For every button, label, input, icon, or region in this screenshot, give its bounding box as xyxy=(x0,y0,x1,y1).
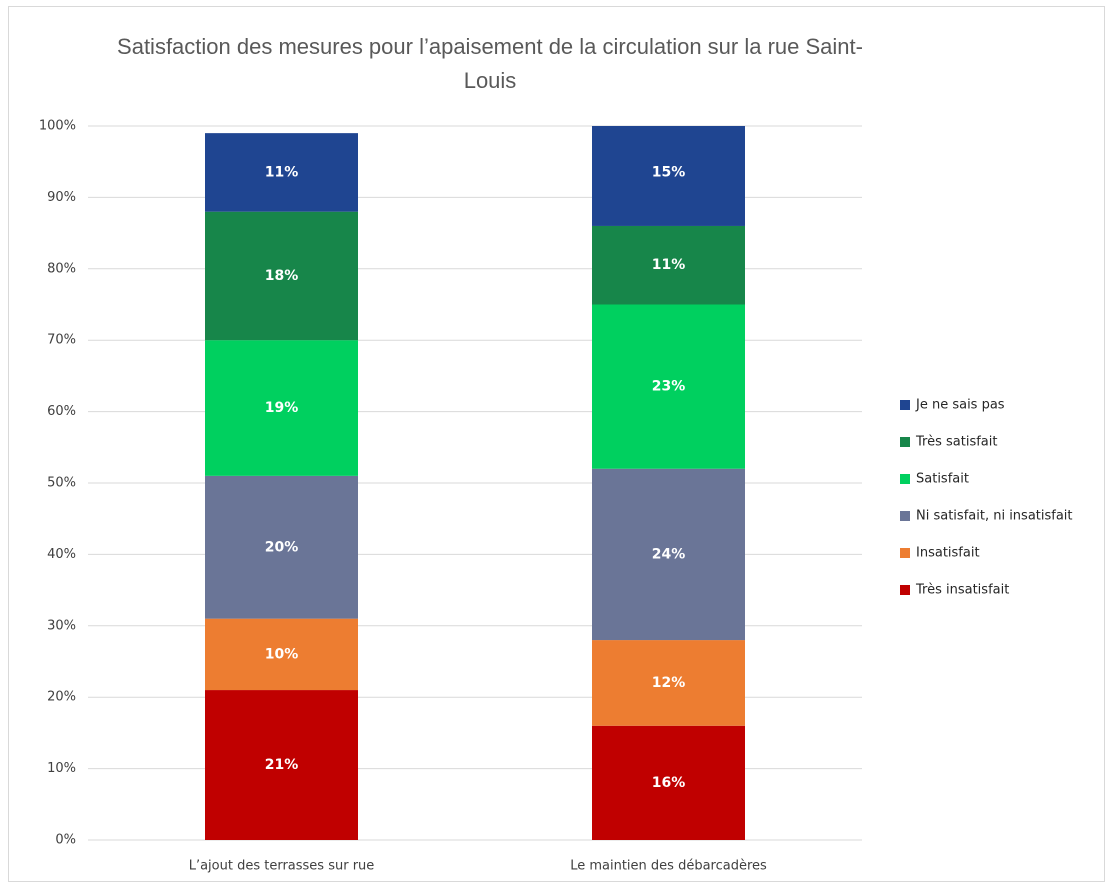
y-tick-label: 60% xyxy=(47,404,76,419)
data-label: 12% xyxy=(652,675,686,691)
data-label: 20% xyxy=(265,539,299,555)
y-tick-label: 80% xyxy=(47,261,76,276)
data-label: 23% xyxy=(652,379,686,395)
y-tick-label: 0% xyxy=(55,833,76,848)
bar-segment xyxy=(205,690,358,840)
legend-swatch xyxy=(900,437,910,447)
y-tick-label: 20% xyxy=(47,690,76,705)
x-tick-label: L’ajout des terrasses sur rue xyxy=(189,859,375,874)
data-label: 11% xyxy=(652,257,686,273)
data-label: 16% xyxy=(652,775,686,791)
bars xyxy=(205,126,745,840)
y-tick-label: 100% xyxy=(39,119,76,134)
bar-segment xyxy=(205,475,358,619)
data-label: 21% xyxy=(265,757,299,773)
y-tick-label: 30% xyxy=(47,618,76,633)
bar-segment xyxy=(592,225,745,305)
bar-segment xyxy=(592,725,745,840)
data-label: 24% xyxy=(652,546,686,562)
legend-swatch xyxy=(900,548,910,558)
legend-label: Très satisfait xyxy=(915,435,997,450)
bar-segment xyxy=(205,340,358,476)
y-tick-label: 40% xyxy=(47,547,76,562)
data-label: 18% xyxy=(265,268,299,284)
bar-segment xyxy=(205,211,358,341)
bar-segment xyxy=(592,126,745,226)
bar-segment xyxy=(205,618,358,691)
data-label: 10% xyxy=(265,646,299,662)
legend-swatch xyxy=(900,511,910,521)
data-label: 19% xyxy=(265,400,299,416)
bar-segment xyxy=(592,304,745,469)
data-label: 11% xyxy=(265,164,299,180)
chart-frame xyxy=(8,6,1105,882)
chart-title: Satisfaction des mesures pour l’apaiseme… xyxy=(117,34,863,93)
legend-label: Je ne sais pas xyxy=(915,398,1005,413)
grid xyxy=(88,125,862,841)
legend-label: Très insatisfait xyxy=(915,583,1009,598)
legend-label: Insatisfait xyxy=(916,546,980,561)
y-tick-label: 90% xyxy=(47,190,76,205)
legend-swatch xyxy=(900,400,910,410)
y-tick-label: 10% xyxy=(47,761,76,776)
data-label: 15% xyxy=(652,164,686,180)
legend-label: Satisfait xyxy=(916,472,969,487)
bar-segment xyxy=(592,640,745,726)
legend-swatch xyxy=(900,585,910,595)
bar-segment xyxy=(592,468,745,641)
y-tick-label: 70% xyxy=(47,333,76,348)
legend-label: Ni satisfait, ni insatisfait xyxy=(916,509,1073,524)
bar-segment xyxy=(205,133,358,212)
y-tick-label: 50% xyxy=(47,476,76,491)
legend-swatch xyxy=(900,474,910,484)
x-tick-label: Le maintien des débarcadères xyxy=(570,859,767,874)
labels: 0% 10% 20% 30% 40% 50% 60% 70% 80% 90% 100% L’ajout… xyxy=(39,119,1073,874)
